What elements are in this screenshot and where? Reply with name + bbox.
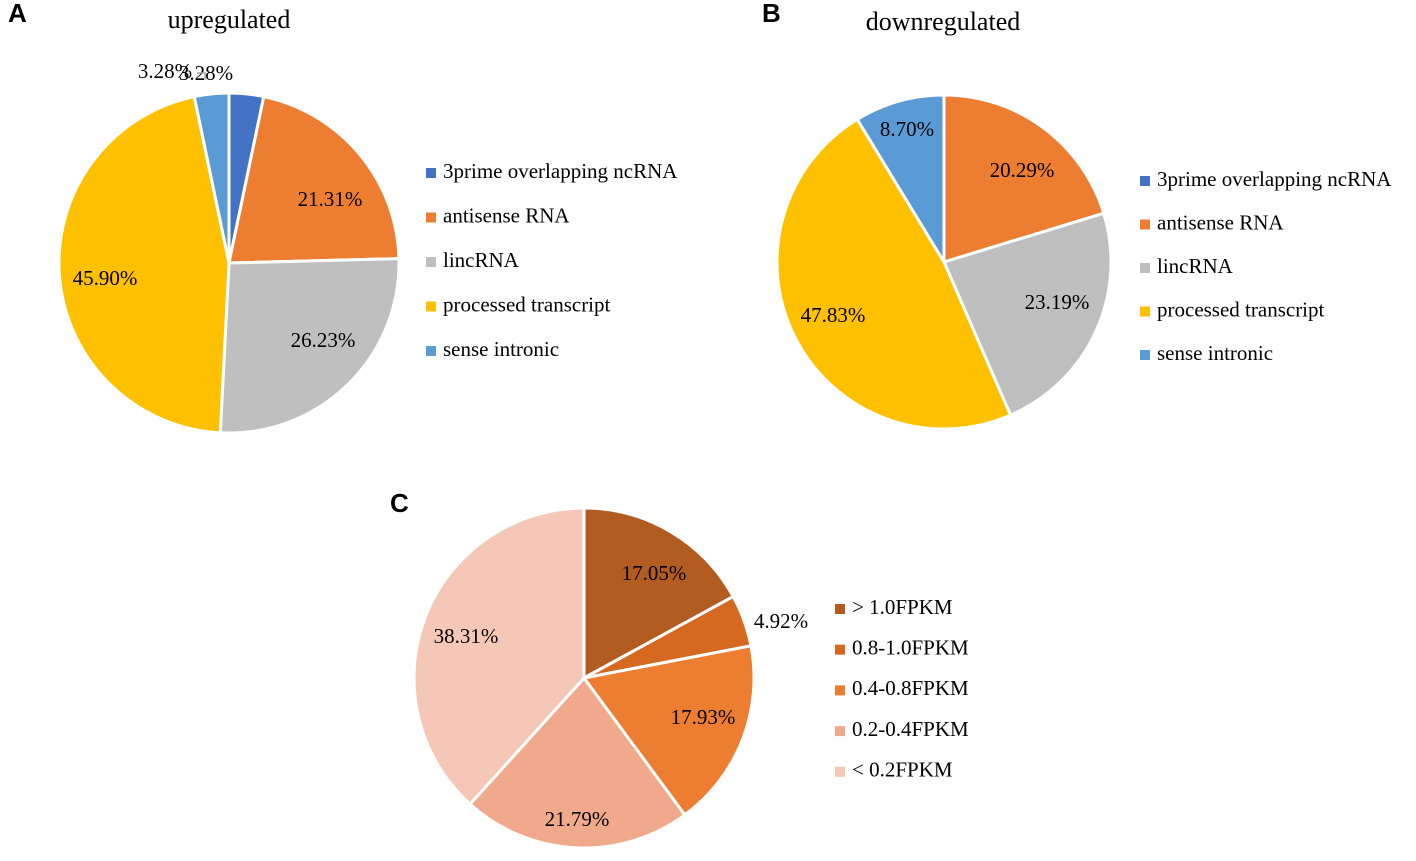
panel-letter-c: C bbox=[390, 488, 409, 518]
legend-swatch-3prime-overlapping-ncrna bbox=[1140, 176, 1150, 186]
legend-swatch-0-4-0-8fpkm bbox=[835, 685, 845, 696]
legend-swatch-processed-transcript bbox=[426, 301, 436, 312]
legend-label-1-0fpkm: > 1.0FPKM bbox=[852, 595, 953, 619]
pie-slice-lincrna bbox=[941, 211, 1113, 418]
legend-swatch-antisense-rna bbox=[1140, 219, 1150, 230]
legend-swatch-antisense-rna bbox=[426, 212, 436, 223]
pie-slice-0-2-0-4fpkm bbox=[467, 675, 687, 850]
legend-swatch-lincrna bbox=[426, 257, 436, 267]
pie-slice-0-4-0-8fpkm bbox=[581, 644, 756, 817]
data-label-1-0fpkm: 17.05% bbox=[622, 561, 687, 585]
legend-label-sense-intronic: sense intronic bbox=[443, 337, 559, 361]
data-label-0-8-1-0fpkm: 4.92% bbox=[754, 609, 808, 633]
pie-slice-antisense-rna bbox=[942, 93, 1106, 265]
legend-swatch-sense-intronic bbox=[426, 346, 436, 356]
legend-label-0-2fpkm: < 0.2FPKM bbox=[852, 758, 953, 782]
legend-label-0-4-0-8fpkm: 0.4-0.8FPKM bbox=[852, 676, 969, 700]
pie-chart-fpkm: 17.05% 4.92% 17.93% 21.79% 38.31% bbox=[412, 506, 808, 850]
data-label-0-4-0-8fpkm: 17.93% bbox=[671, 705, 736, 729]
legend-label-3prime-overlapping-ncrna: 3prime overlapping ncRNA bbox=[443, 159, 678, 183]
pie-slice-1-0fpkm bbox=[582, 506, 736, 681]
panel-letter-b: B bbox=[762, 0, 781, 28]
pie-chart-downregulated: 20.29% 23.19% 47.83% 8.70% bbox=[775, 93, 1113, 431]
legend-label-0-8-1-0fpkm: 0.8-1.0FPKM bbox=[852, 636, 969, 660]
legend-swatch-3prime-overlapping-ncrna bbox=[426, 168, 436, 178]
legend-fpkm: > 1.0FPKM 0.8-1.0FPKM 0.4-0.8FPKM 0.2-0.4FP… bbox=[835, 595, 969, 782]
legend-label-antisense-rna: antisense RNA bbox=[443, 203, 570, 227]
legend-label-processed-transcript: processed transcript bbox=[1157, 297, 1325, 321]
legend-swatch-sense-intronic bbox=[1140, 350, 1150, 360]
pie-slice-antisense-rna bbox=[227, 94, 401, 265]
legend-swatch-processed-transcript bbox=[1140, 306, 1150, 317]
data-label-lincrna: 26.23% bbox=[291, 328, 356, 352]
legend-label-processed-transcript: processed transcript bbox=[443, 292, 611, 316]
legend-label-antisense-rna: antisense RNA bbox=[1157, 210, 1284, 234]
data-label-sense-intronic: 8.70% bbox=[880, 117, 934, 141]
legend-swatch-lincrna bbox=[1140, 263, 1150, 273]
legend-swatch-0-2fpkm bbox=[835, 766, 845, 777]
chart-b-title: downregulated bbox=[866, 7, 1021, 36]
legend-label-lincrna: lincRNA bbox=[1157, 254, 1234, 278]
data-label-processed-transcript: 47.83% bbox=[801, 303, 866, 327]
legend-label-sense-intronic: sense intronic bbox=[1157, 341, 1273, 365]
data-label-0-2fpkm: 38.31% bbox=[434, 624, 499, 648]
data-label-antisense-rna: 20.29% bbox=[990, 158, 1055, 182]
data-label-processed-transcript: 45.90% bbox=[73, 266, 138, 290]
legend-label-3prime-overlapping-ncrna: 3prime overlapping ncRNA bbox=[1157, 167, 1392, 191]
panel-letter-a: A bbox=[8, 0, 27, 28]
data-label-lincrna: 23.19% bbox=[1025, 290, 1090, 314]
legend-label-lincrna: lincRNA bbox=[443, 248, 520, 272]
pie-slice-sense-intronic bbox=[855, 93, 946, 268]
data-label-0-2-0-4fpkm: 21.79% bbox=[545, 807, 610, 831]
leader-line bbox=[197, 72, 206, 80]
legend-downregulated: 3prime overlapping ncRNA antisense RNA lin… bbox=[1140, 167, 1392, 365]
data-label-antisense-rna: 21.31% bbox=[298, 187, 363, 211]
pie-slice-0-2fpkm bbox=[412, 506, 586, 807]
legend-label-0-2-0-4fpkm: 0.2-0.4FPKM bbox=[852, 717, 969, 741]
pie-chart-upregulated: 3.28% 21.31% 26.23% 45.90% 3.28% bbox=[57, 59, 401, 435]
data-label-sense-intronic: 3.28% bbox=[138, 59, 192, 83]
pie-slice-lincrna bbox=[218, 257, 401, 435]
pie-slice-processed-transcript bbox=[775, 117, 1013, 431]
legend-swatch-0-2-0-4fpkm bbox=[835, 726, 845, 737]
legend-swatch-0-8-1-0fpkm bbox=[835, 644, 845, 655]
legend-upregulated: 3prime overlapping ncRNA antisense RNA lin… bbox=[426, 159, 678, 361]
legend-swatch-1-0fpkm bbox=[835, 604, 845, 614]
pie-slice-sense-intronic bbox=[192, 91, 231, 264]
pie-slice-processed-transcript bbox=[57, 94, 231, 435]
data-label-3prime-overlapping-ncrna: 3.28% bbox=[179, 61, 233, 85]
chart-a-title: upregulated bbox=[168, 5, 291, 34]
